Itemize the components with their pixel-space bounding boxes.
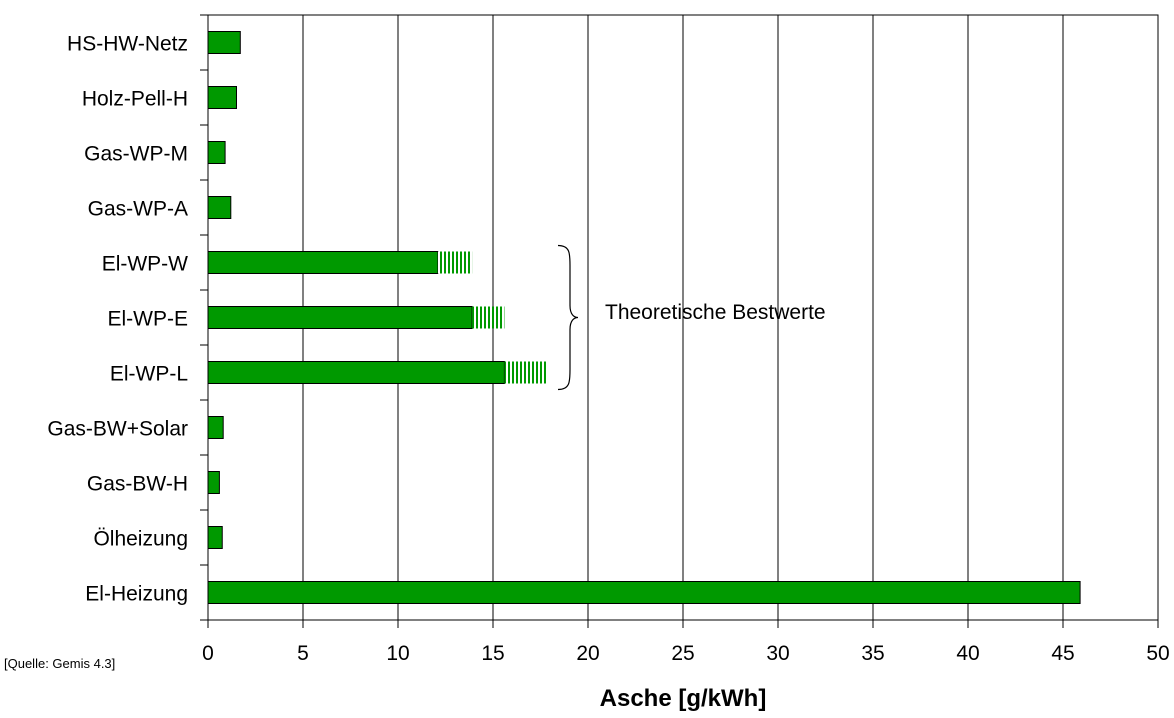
x-tick-label: 50 xyxy=(1146,642,1169,665)
category-label: El-Heizung xyxy=(85,583,188,606)
category-label: Gas-WP-A xyxy=(88,198,188,221)
category-label: HS-HW-Netz xyxy=(67,33,188,56)
bar xyxy=(207,31,241,54)
bar xyxy=(207,196,232,219)
x-tick-label: 45 xyxy=(1051,642,1074,665)
source-note: [Quelle: Gemis 4.3] xyxy=(4,656,116,671)
axes xyxy=(200,14,1159,628)
bar xyxy=(207,416,224,439)
annotation-brace xyxy=(557,244,579,391)
bar xyxy=(207,251,439,274)
category-label: Ölheizung xyxy=(93,528,188,551)
bars xyxy=(207,31,1081,604)
x-tick-label: 0 xyxy=(202,642,214,665)
bar xyxy=(207,361,505,384)
category-label: El-WP-W xyxy=(102,253,188,276)
x-tick-label: 30 xyxy=(766,642,789,665)
annotation: Theoretische Bestwerte xyxy=(557,244,826,391)
bar xyxy=(207,86,237,109)
x-tick-labels: 0 5 10 15 20 25 30 35 40 45 50 xyxy=(202,642,1170,665)
category-labels: HS-HW-Netz Holz-Pell-H Gas-WP-M Gas-WP-A El-… xyxy=(47,33,188,606)
bar xyxy=(207,306,473,329)
category-label: Gas-BW+Solar xyxy=(47,418,188,441)
bar xyxy=(207,581,1081,604)
annotation-text: Theoretische Bestwerte xyxy=(605,301,826,324)
x-tick-label: 10 xyxy=(386,642,409,665)
x-tick-label: 20 xyxy=(576,642,599,665)
bar-extension xyxy=(437,251,473,274)
bar xyxy=(207,471,220,494)
category-label: Gas-BW-H xyxy=(87,473,188,496)
category-label: Holz-Pell-H xyxy=(82,88,188,111)
category-label: El-WP-E xyxy=(108,308,189,331)
x-tick-label: 15 xyxy=(481,642,504,665)
bar xyxy=(207,526,223,549)
bar-extension xyxy=(504,361,547,384)
plot-frame xyxy=(207,14,1159,621)
bar-extension xyxy=(472,306,505,329)
x-tick-label: 5 xyxy=(297,642,309,665)
bar xyxy=(207,141,226,164)
x-tick-label: 25 xyxy=(671,642,694,665)
category-label: Gas-WP-M xyxy=(84,143,188,166)
category-label: El-WP-L xyxy=(110,363,188,386)
x-axis-title: Asche [g/kWh] xyxy=(600,685,767,712)
x-tick-label: 35 xyxy=(861,642,884,665)
x-tick-label: 40 xyxy=(956,642,979,665)
